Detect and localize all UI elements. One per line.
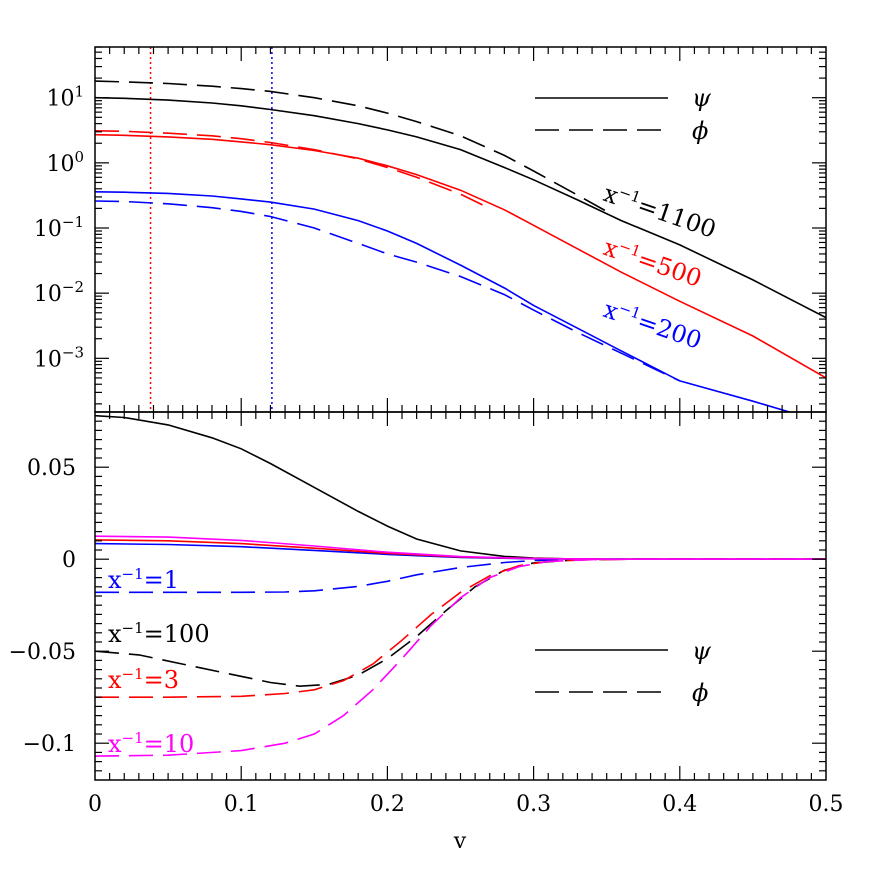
series-phi-x-1-3 <box>95 558 826 698</box>
y-tick-label-top: 100 <box>46 148 84 177</box>
bottom-legend: ψ ϕ <box>535 637 712 707</box>
top-legend: ψ ϕ <box>535 84 712 145</box>
label-x3: x−1=3 <box>108 665 179 694</box>
x-axis-label: v <box>453 829 467 854</box>
top-series-group <box>95 47 826 412</box>
y-tick-label-bottom: −0.1 <box>23 732 76 757</box>
label-x500: x−1=500 <box>600 232 706 292</box>
series-psi-x-1-500 <box>95 133 826 379</box>
label-x200: x−1=200 <box>600 294 706 354</box>
y-tick-label-bottom: 0.05 <box>27 456 76 481</box>
y-tick-label-top: 10−3 <box>34 343 84 372</box>
series-phi-x-1-1 <box>95 558 826 594</box>
series-phi-x-1-200 <box>95 200 681 382</box>
y-tick-label-top: 101 <box>46 83 84 112</box>
series-phi-x-1-1100 <box>95 80 608 213</box>
top-legend-psi-label: ψ <box>692 84 712 112</box>
x-tick-label: 0.1 <box>224 792 259 817</box>
y-tick-label-top: 10−2 <box>34 278 84 307</box>
series-psi-x-1-10 <box>95 535 826 560</box>
label-x10: x−1=10 <box>108 729 194 758</box>
label-x1: x−1=1 <box>108 565 179 594</box>
x-tick-label: 0.3 <box>516 792 551 817</box>
series-phi-x-1-10 <box>95 558 826 757</box>
axes-group: 0 0.1 0.2 0.3 0.4 0.5 101 100 10−1 10−2 10−3 0.05 0 −… <box>9 46 844 817</box>
y-tick-label-top: 10−1 <box>34 213 84 242</box>
bottom-legend-phi-label: ϕ <box>692 679 708 707</box>
y-tick-label-bottom: −0.05 <box>9 640 76 665</box>
series-psi-x-1-100 <box>95 414 826 560</box>
label-x1100: x−1=1100 <box>600 178 720 243</box>
x-tick-label: 0.4 <box>662 792 697 817</box>
bottom-series-group <box>95 414 826 757</box>
y-tick-label-bottom: 0 <box>62 548 76 573</box>
series-psi-x-1-1100 <box>95 96 826 319</box>
bottom-plot-frame <box>94 411 827 781</box>
x-tick-label: 0.5 <box>809 792 844 817</box>
series-psi-x-1-200 <box>95 191 790 412</box>
series-phi-x-1-500 <box>95 130 491 210</box>
bottom-legend-psi-label: ψ <box>692 637 712 665</box>
top-legend-phi-label: ϕ <box>692 117 708 145</box>
label-x100: x−1=100 <box>108 619 210 648</box>
x-tick-label: 0.2 <box>370 792 405 817</box>
x-tick-label: 0 <box>88 792 102 817</box>
